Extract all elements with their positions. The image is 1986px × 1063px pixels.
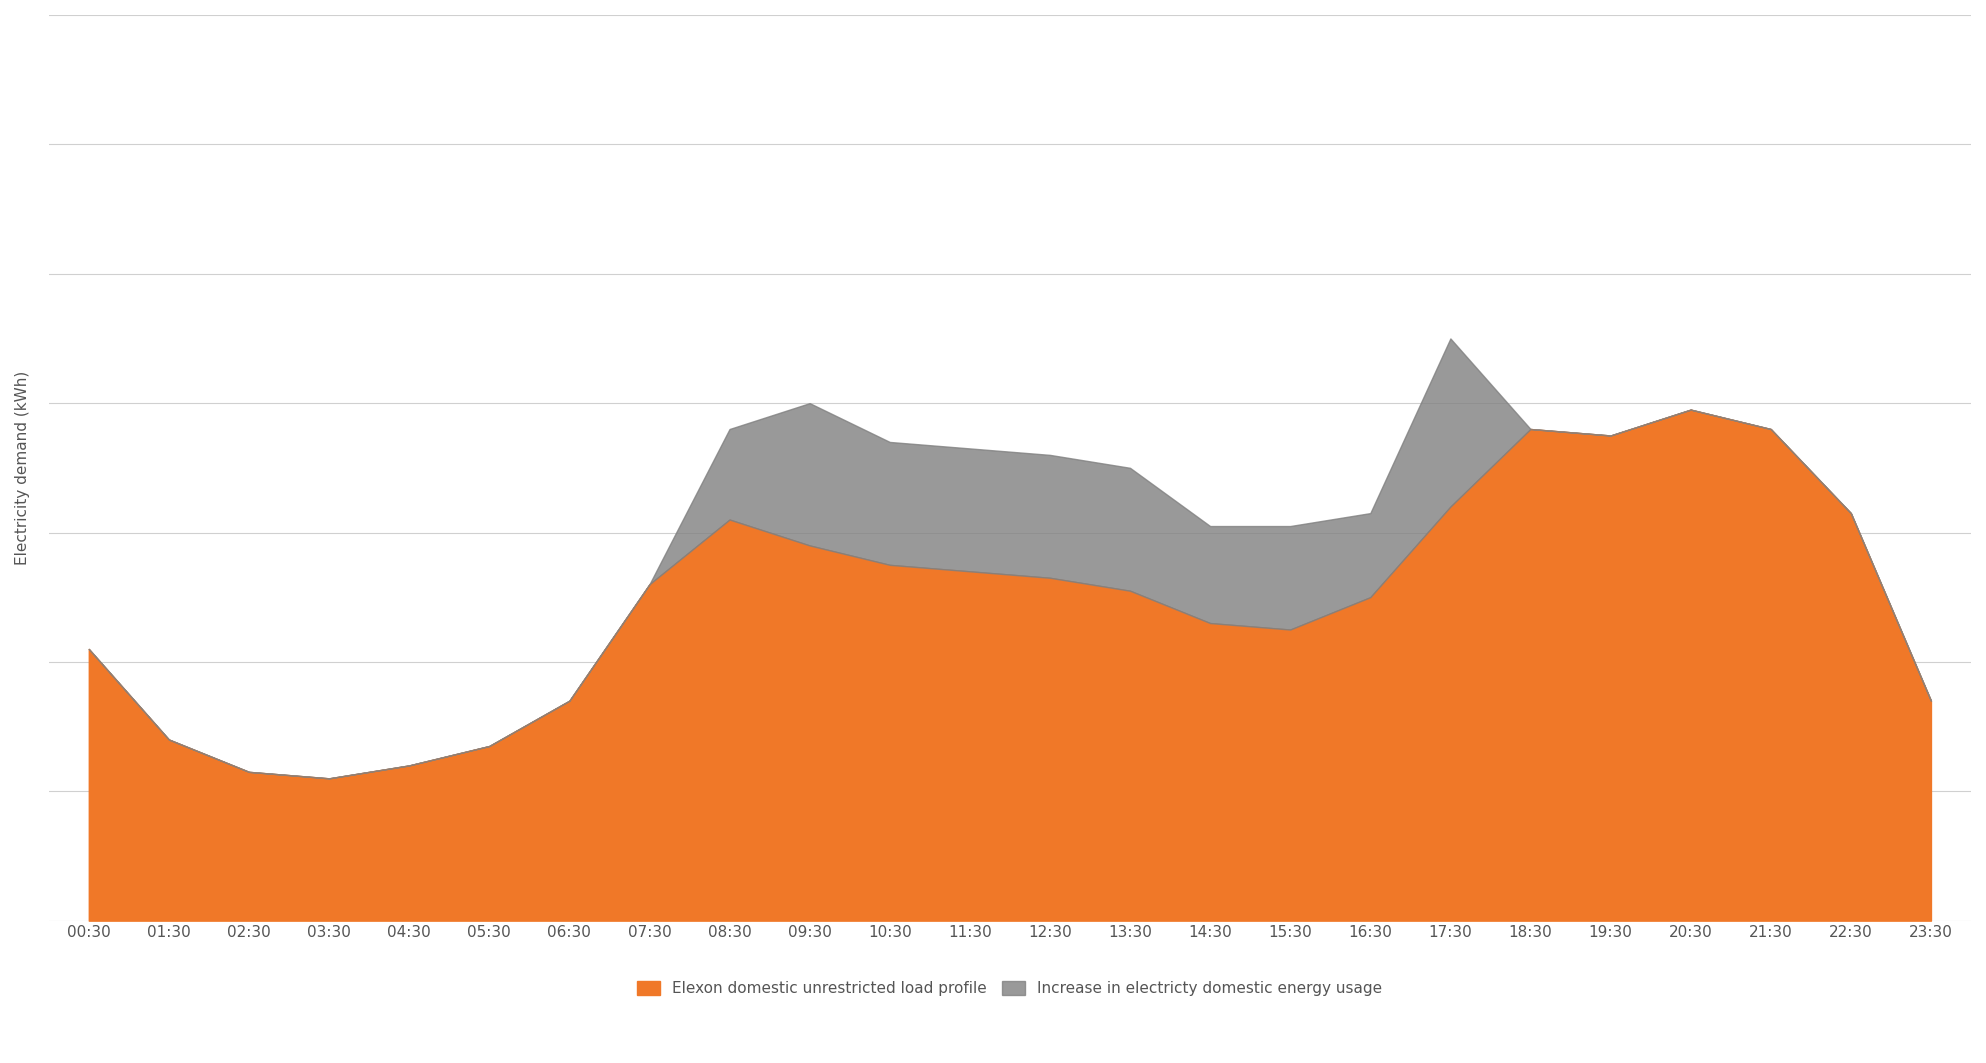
Legend: Elexon domestic unrestricted load profile, Increase in electricty domestic energ: Elexon domestic unrestricted load profil… [630,974,1390,1003]
Y-axis label: Electricity demand (kWh): Electricity demand (kWh) [16,371,30,564]
